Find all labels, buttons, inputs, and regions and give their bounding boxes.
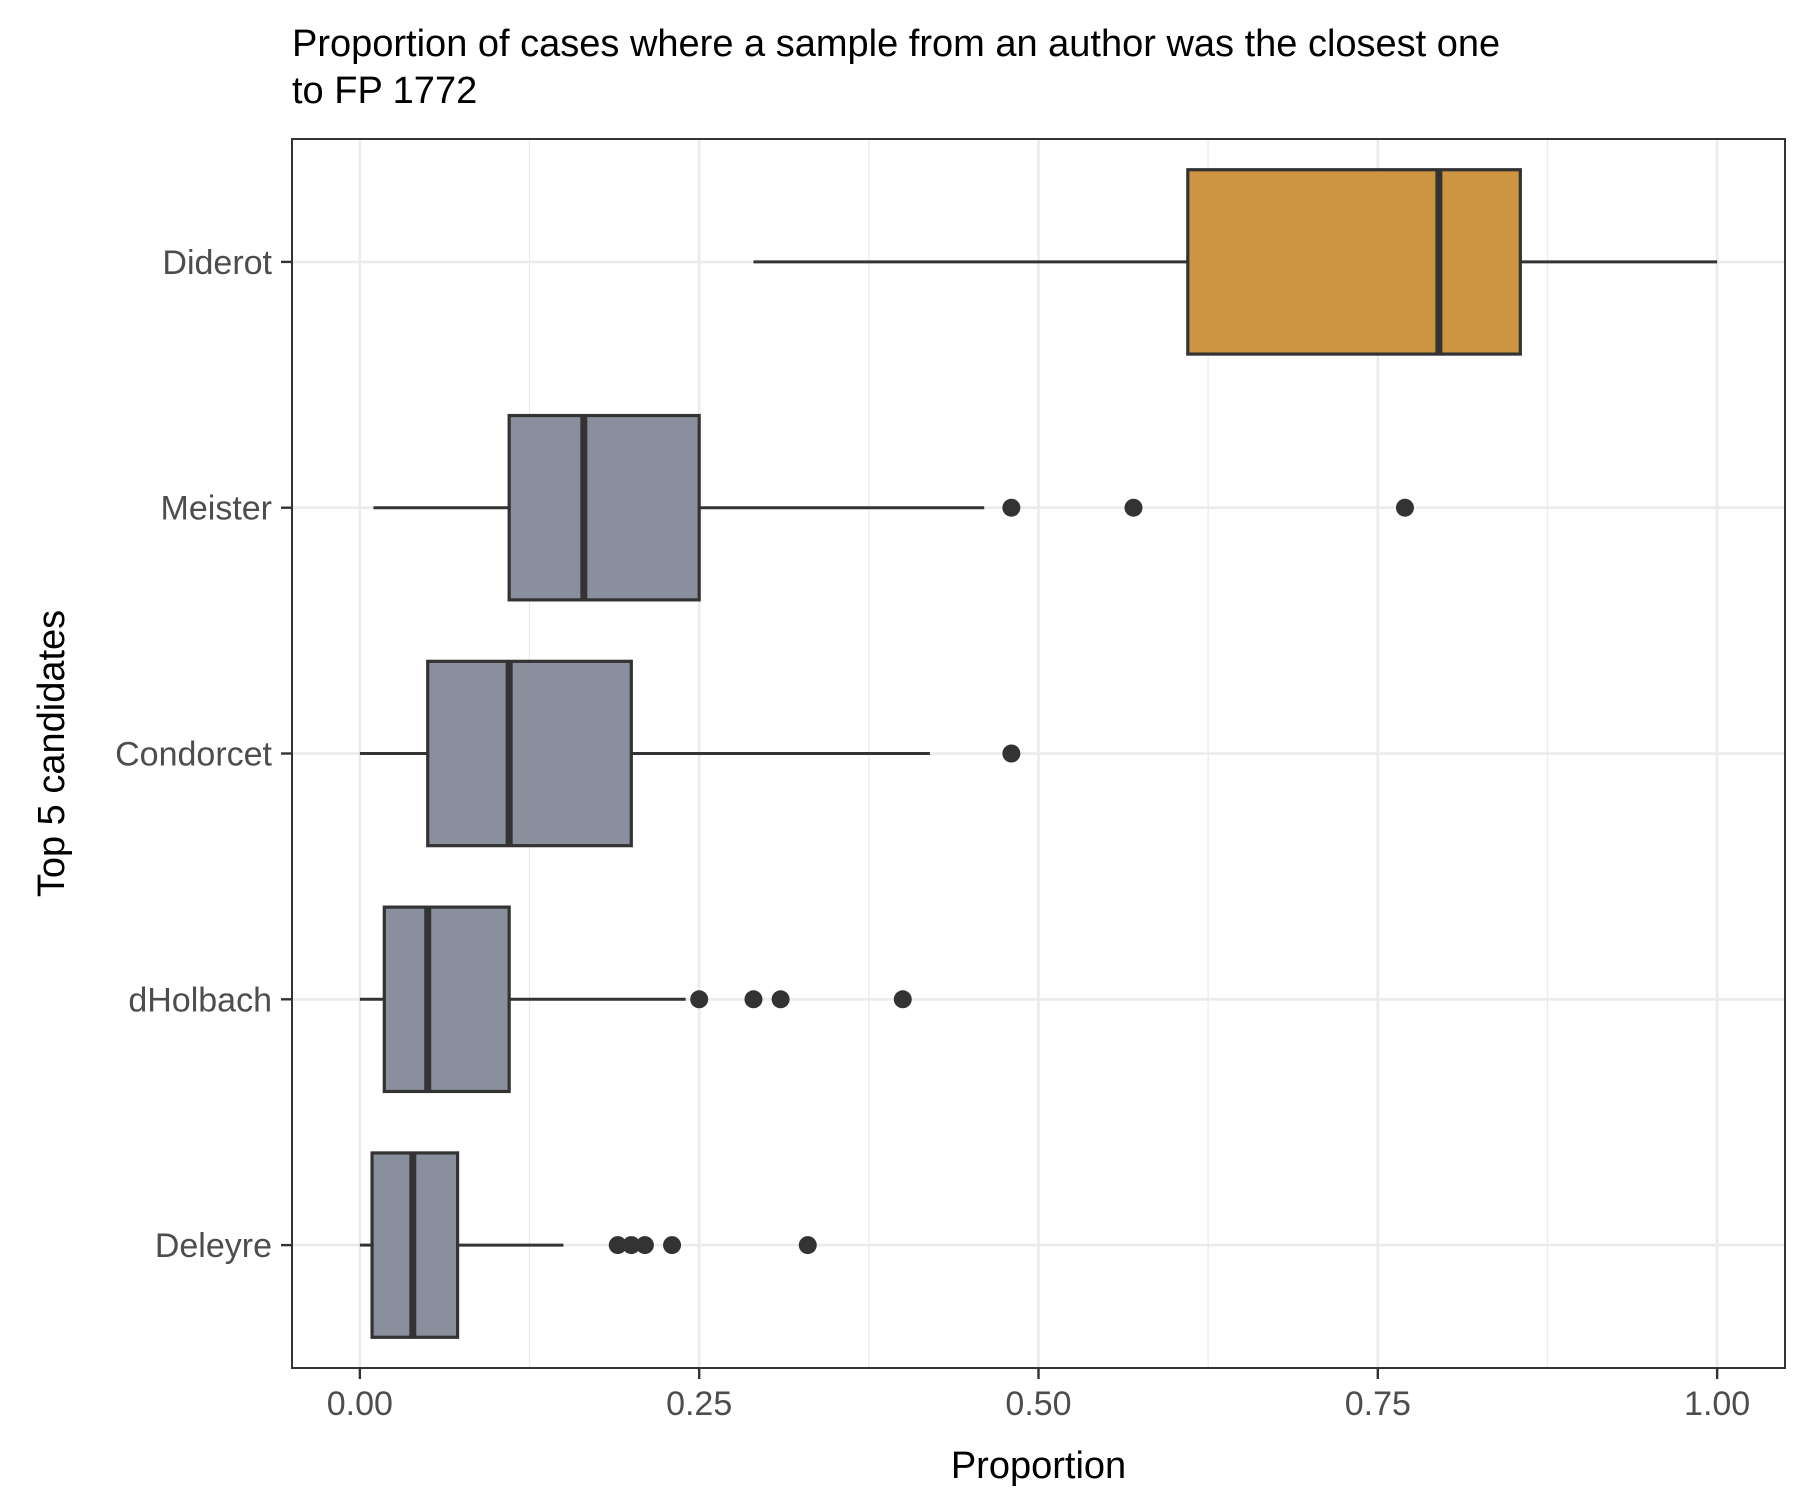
outlier-point bbox=[798, 1236, 817, 1255]
box-Condorcet bbox=[359, 659, 1021, 848]
x-tick-label: 0.75 bbox=[1345, 1385, 1411, 1423]
x-tick-label: 0.25 bbox=[666, 1385, 732, 1423]
iqr-box bbox=[1186, 168, 1522, 356]
y-tick-label: Meister bbox=[161, 490, 272, 528]
outlier-point bbox=[622, 1236, 641, 1255]
box-Diderot bbox=[753, 168, 1718, 356]
outlier-point bbox=[635, 1236, 654, 1255]
outlier-point bbox=[1395, 498, 1414, 517]
x-tick-label: 0.00 bbox=[327, 1385, 393, 1423]
y-tick-label: Deleyre bbox=[155, 1227, 272, 1265]
box-dHolbach bbox=[359, 905, 912, 1094]
outlier-point bbox=[663, 1236, 682, 1255]
x-tick-label: 0.50 bbox=[1005, 1385, 1071, 1423]
chart-title-line-2: to FP 1772 bbox=[292, 70, 477, 112]
outlier-point bbox=[771, 990, 790, 1009]
y-tick-label: Condorcet bbox=[115, 736, 272, 774]
axis-layer: 0.00 0.25 0.50 0.75 1.00 Diderot Meister Condor… bbox=[115, 244, 1750, 1423]
x-axis-title: Proportion bbox=[951, 1445, 1126, 1487]
outlier-point bbox=[744, 990, 763, 1009]
box-Meister bbox=[373, 413, 1414, 602]
chart-title-line-1: Proportion of cases where a sample from … bbox=[292, 23, 1500, 65]
iqr-box bbox=[382, 905, 511, 1094]
iqr-box bbox=[507, 413, 701, 602]
box-Deleyre bbox=[359, 1151, 817, 1339]
outlier-point bbox=[1002, 744, 1021, 763]
outlier-point bbox=[1002, 498, 1021, 517]
outlier-point bbox=[608, 1236, 627, 1255]
outlier-point bbox=[893, 990, 912, 1009]
y-tick-label: Diderot bbox=[162, 244, 272, 282]
outlier-point bbox=[1124, 498, 1143, 517]
x-tick-label: 1.00 bbox=[1684, 1385, 1750, 1423]
outlier-point bbox=[690, 990, 709, 1009]
y-tick-label: dHolbach bbox=[128, 981, 272, 1019]
y-axis-title: Top 5 candidates bbox=[31, 610, 73, 897]
iqr-box bbox=[426, 659, 633, 848]
box-layer bbox=[359, 168, 1718, 1339]
